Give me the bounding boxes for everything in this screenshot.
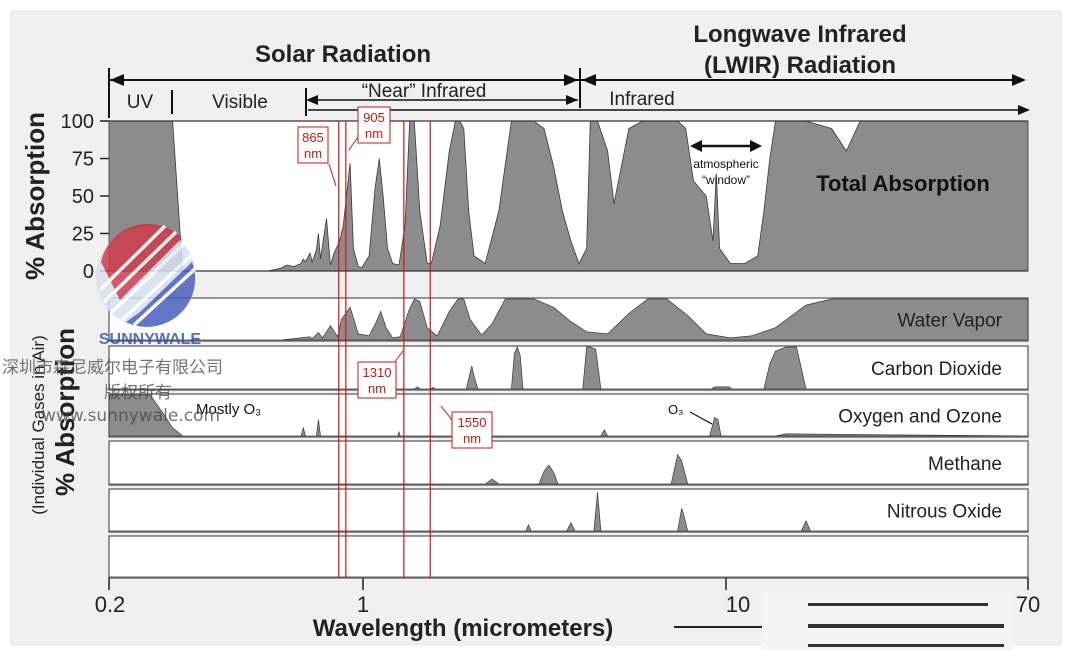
gas-label: Water Vapor [897, 311, 1002, 332]
x-tick-label: 10 [726, 592, 750, 617]
gas-absorption-area [108, 394, 1029, 437]
y-tick-label: 25 [72, 224, 94, 246]
y-tick-label: 50 [72, 186, 94, 208]
gases-y-axis-sublabel: (Individual Gases in Air) [29, 335, 48, 515]
watermark-brand: SUNNYWALE [99, 331, 202, 348]
logo-red-half [101, 223, 182, 300]
x-axis: 0.2 1 10 70 Wavelength (micrometers) [95, 578, 1040, 642]
marker-unit: nm [365, 126, 383, 141]
gas-panel-frame [108, 393, 1029, 438]
longwave-title-line1: Longwave Infrared [693, 21, 906, 48]
solar-radiation-title: Solar Radiation [255, 41, 431, 68]
gas-absorption-area [109, 346, 1028, 390]
gas-label: Nitrous Oxide [887, 502, 1002, 523]
visible-label: Visible [212, 92, 268, 113]
obscured-line [808, 624, 1004, 628]
arrowhead-left [110, 74, 124, 86]
bottom-right-obscured [762, 592, 1012, 650]
gases-y-axis-label: % Absorption [50, 328, 80, 496]
marker-label-box [297, 126, 329, 164]
gas-panel-5: Nitrous Oxide [108, 488, 1029, 533]
gas-panel-1: Water Vapor [108, 297, 1029, 342]
marker-value: 865 [302, 130, 324, 145]
x-axis-label: Wavelength (micrometers) [313, 615, 614, 642]
gas-panel-frame [108, 488, 1029, 533]
arrowhead-lwir-left [582, 74, 596, 86]
gas-panel-frame [108, 535, 1029, 579]
window-label-line2: “window” [702, 173, 750, 187]
x-tick-label: 1 [357, 592, 369, 617]
marker-pointer [348, 136, 359, 151]
sunnywale-logo-watermark [96, 223, 198, 327]
x-tick-label: 70 [1016, 592, 1040, 617]
marker-value: 1550 [458, 415, 487, 430]
gas-panel-frame [108, 440, 1029, 486]
total-absorption-label: Total Absorption [816, 171, 990, 196]
arrowhead-right [1012, 74, 1026, 86]
marker-value: 905 [363, 110, 385, 125]
arrowhead-solar-right [564, 74, 578, 86]
x-tick-label: 0.2 [95, 592, 126, 617]
gas-label: Oxygen and Ozone [838, 407, 1002, 428]
marker-pointer [440, 405, 453, 421]
marker-unit: nm [304, 146, 322, 161]
obscured-line [808, 644, 1004, 647]
gas-absorption-area [109, 298, 1029, 341]
ozone-annotation: O₃ [668, 402, 683, 417]
obscured-line [808, 603, 988, 606]
window-label-line1: atmospheric [693, 157, 758, 171]
logo-stripes [98, 224, 198, 327]
gas-panel-4: Methane [108, 440, 1029, 486]
total-y-ticks: 100 75 50 25 0 [61, 111, 109, 283]
marker-pointer [328, 163, 337, 187]
gas-absorption-area [109, 453, 1028, 485]
marker-value: 1310 [363, 365, 392, 380]
watermark-rights: 版权所有 [104, 383, 172, 403]
longwave-title-line2: (LWIR) Radiation [704, 52, 896, 79]
window-arrowhead-right [750, 140, 762, 152]
window-arrowhead-left [690, 140, 702, 152]
total-absorption-area [108, 120, 1029, 272]
near-infrared-label: “Near” Infrared [362, 81, 487, 102]
gas-panel-6 [108, 535, 1029, 579]
watermark-company: 深圳市森尼威尔电子有限公司 [2, 358, 223, 378]
near-ir-arrowhead-left [306, 95, 318, 105]
ozone-annotation-pointer [689, 411, 713, 425]
y-tick-label: 0 [83, 261, 94, 283]
gas-panel-frame [108, 345, 1029, 391]
gas-panel-2: Carbon Dioxide [108, 345, 1029, 391]
gas-absorption-area [109, 492, 1028, 532]
marker-label-box [357, 361, 397, 399]
marker-pointer [393, 350, 404, 364]
band-header: Solar Radiation Longwave Infrared (LWIR)… [108, 21, 1030, 118]
marker-unit: nm [463, 431, 481, 446]
near-ir-arrowhead-right [566, 95, 578, 105]
total-y-axis-label: % Absorption [20, 112, 50, 280]
uv-label: UV [127, 92, 154, 113]
infrared-arrowhead-right [1018, 105, 1030, 115]
marker-label-box [451, 411, 493, 449]
marker-unit: nm [368, 381, 386, 396]
logo-blue-half [126, 262, 196, 327]
y-tick-label: 75 [72, 149, 94, 171]
gas-panels: Water Vapor Carbon Dioxide Oxygen and Ozon… [108, 297, 1029, 579]
infrared-label: Infrared [609, 89, 674, 110]
watermark-url: www.sunnywale.com [42, 406, 221, 426]
total-absorption-panel: 100 75 50 25 0 % Absorption Total Absorption… [20, 111, 1029, 283]
y-tick-label: 100 [61, 111, 94, 133]
gas-label: Carbon Dioxide [871, 359, 1002, 380]
gas-label: Methane [928, 454, 1002, 475]
mostly-ozone-annotation: Mostly O₃ [196, 401, 261, 418]
marker-label-box [357, 106, 391, 144]
obscured-patch [762, 592, 1012, 650]
gas-panel-3: Oxygen and Ozone Mostly O₃ O₃ [108, 393, 1029, 438]
